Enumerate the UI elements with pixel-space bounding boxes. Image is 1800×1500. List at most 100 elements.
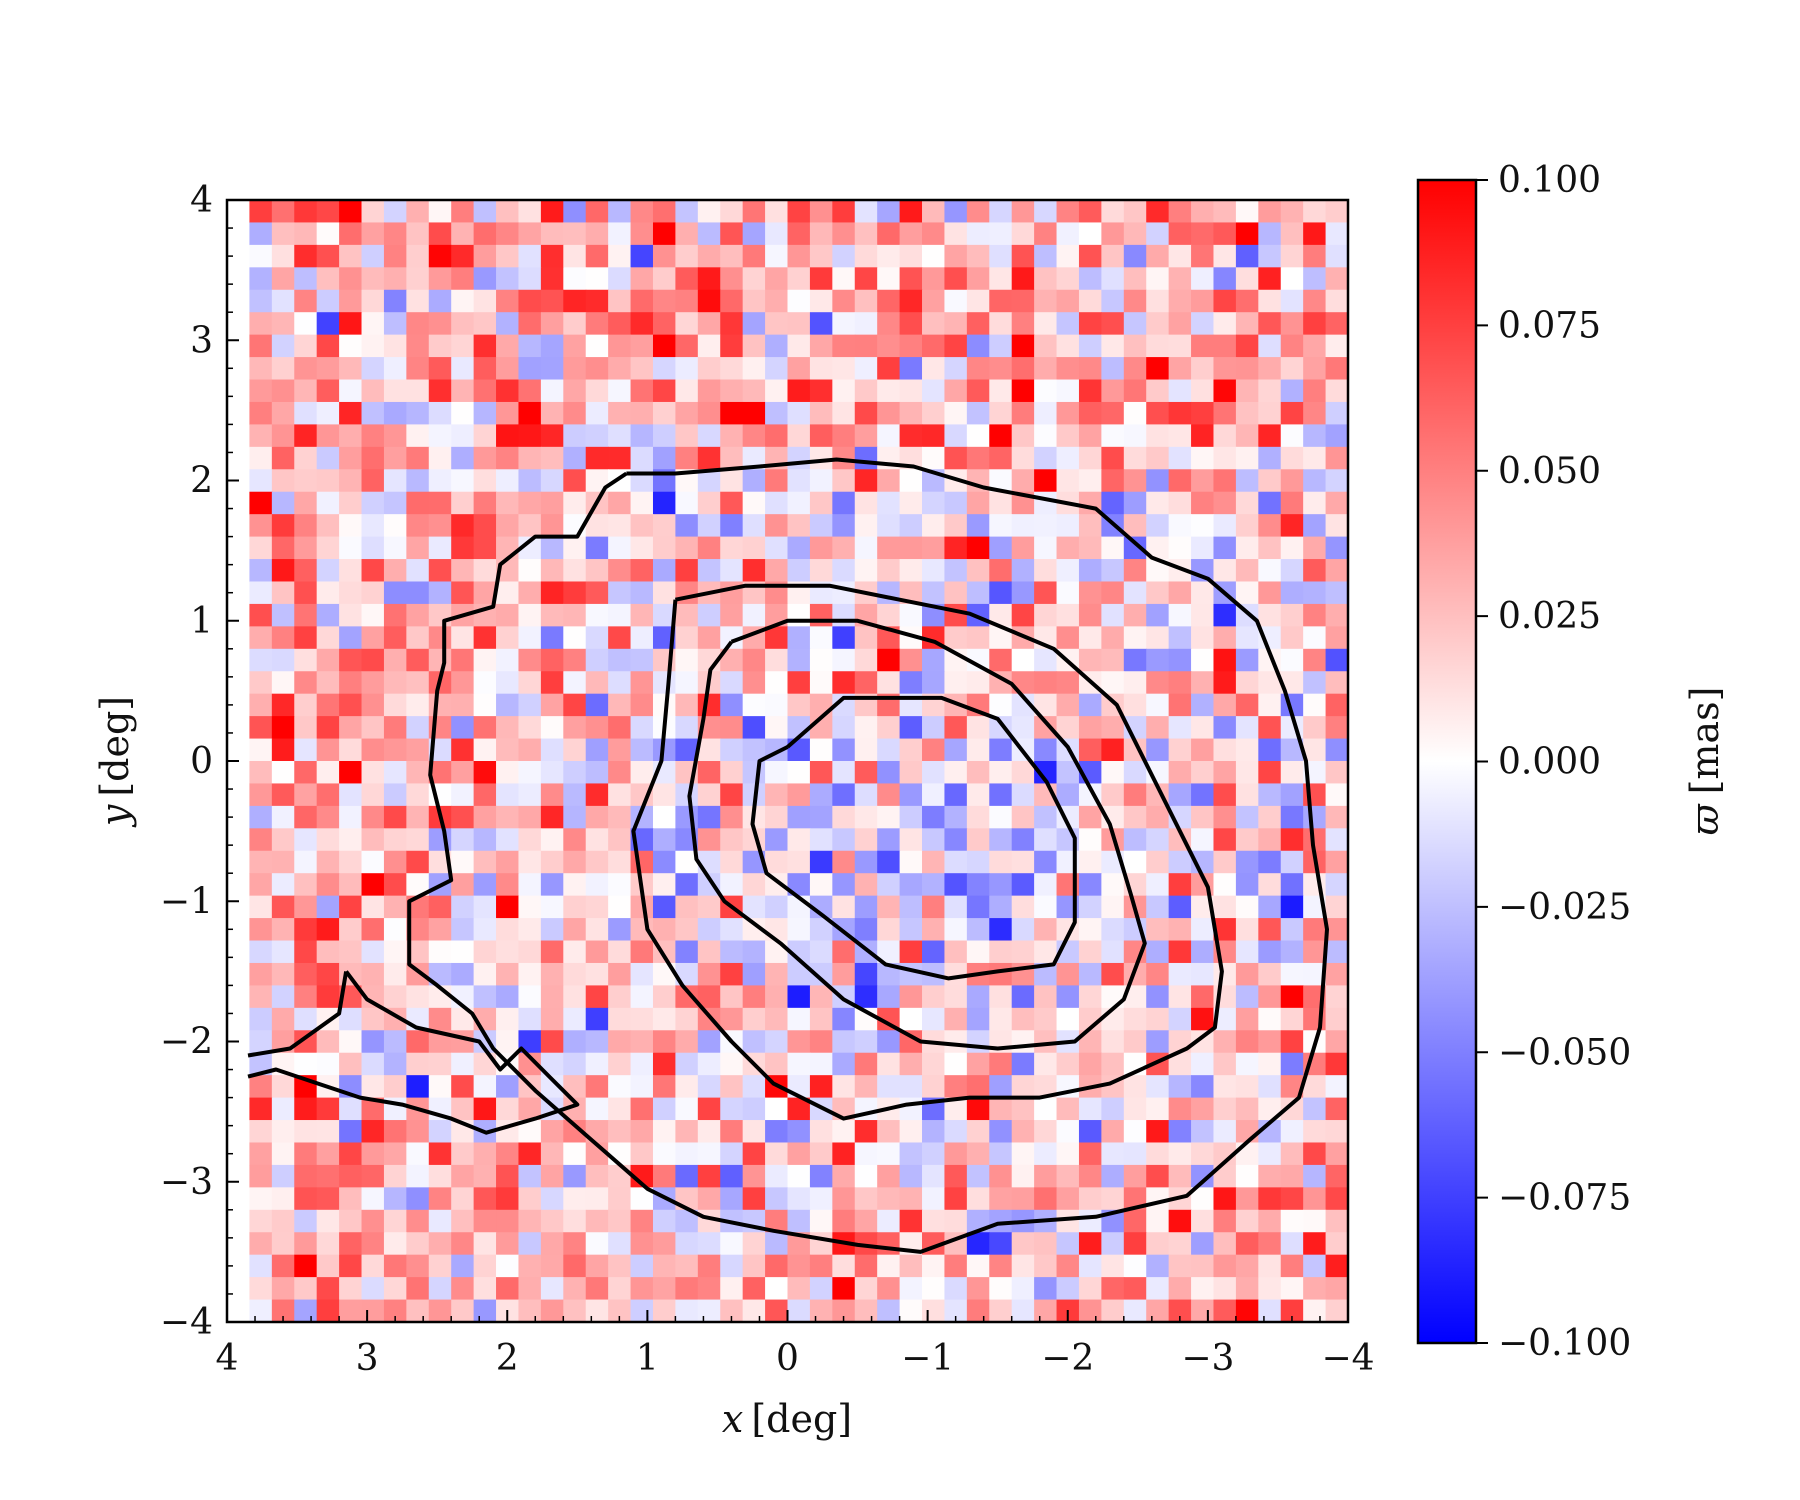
heatmap-cell	[339, 536, 363, 560]
heatmap-cell	[675, 1030, 699, 1054]
heatmap-cell	[697, 1052, 721, 1076]
heatmap-cell	[271, 671, 295, 695]
heatmap-cell	[496, 783, 520, 807]
heatmap-cell	[1303, 1299, 1327, 1322]
heatmap-cell	[787, 379, 811, 403]
heatmap-cell	[989, 985, 1013, 1009]
heatmap-cell	[1168, 357, 1192, 381]
heatmap-cell	[809, 761, 833, 785]
heatmap-cell	[1235, 1209, 1259, 1233]
heatmap-cell	[989, 514, 1013, 538]
heatmap-cell	[1034, 244, 1058, 268]
heatmap-cell	[765, 1164, 789, 1188]
heatmap-cell	[339, 828, 363, 852]
heatmap-cell	[1146, 828, 1170, 852]
heatmap-cell	[383, 1232, 407, 1256]
heatmap-cell	[1325, 1007, 1348, 1031]
heatmap-cell	[1191, 1254, 1215, 1278]
heatmap-cell	[1056, 693, 1080, 717]
heatmap-cell	[944, 1209, 968, 1233]
heatmap-cell	[249, 1120, 273, 1144]
heatmap-cell	[899, 424, 923, 448]
heatmap-cell	[1235, 1277, 1259, 1301]
heatmap-cell	[1011, 289, 1035, 313]
heatmap-cell	[249, 962, 273, 986]
heatmap-cell	[428, 514, 452, 538]
heatmap-cell	[563, 379, 587, 403]
heatmap-cell	[294, 244, 318, 268]
heatmap-cell	[877, 379, 901, 403]
heatmap-cell	[1123, 469, 1147, 493]
heatmap-cell	[294, 289, 318, 313]
heatmap-cell	[899, 985, 923, 1009]
heatmap-cell	[1213, 1164, 1237, 1188]
heatmap-cell	[1011, 581, 1035, 605]
heatmap-cell	[1191, 603, 1215, 627]
heatmap-cell	[1078, 289, 1102, 313]
heatmap-cell	[832, 222, 856, 246]
y-axis-title: y[deg]	[93, 696, 137, 828]
heatmap-cell	[1348, 402, 1371, 425]
heatmap-cell	[765, 559, 789, 583]
heatmap-cell	[765, 1030, 789, 1054]
heatmap-cell	[854, 357, 878, 381]
heatmap-cell	[652, 850, 676, 874]
heatmap-cell	[316, 716, 340, 740]
heatmap-cell	[720, 514, 744, 538]
heatmap-cell	[854, 873, 878, 897]
heatmap-cell	[1034, 1187, 1058, 1211]
heatmap-cell	[339, 716, 363, 740]
heatmap-cell	[608, 603, 632, 627]
heatmap-cell	[652, 289, 676, 313]
heatmap-cell	[608, 267, 632, 291]
heatmap-cell	[1123, 514, 1147, 538]
heatmap-cell	[652, 805, 676, 829]
heatmap-cell	[1123, 1007, 1147, 1031]
heatmap-cell	[1235, 850, 1259, 874]
heatmap-cell	[496, 716, 520, 740]
heatmap-cell	[1348, 357, 1371, 380]
heatmap-cell	[989, 850, 1013, 874]
heatmap-cell	[1034, 1299, 1058, 1322]
heatmap-cell	[1325, 1030, 1348, 1054]
heatmap-cell	[1034, 985, 1058, 1009]
heatmap-cell	[899, 648, 923, 672]
heatmap-cell	[922, 401, 946, 425]
heatmap-cell	[1191, 1030, 1215, 1054]
heatmap-cell	[1213, 648, 1237, 672]
heatmap-cell	[630, 693, 654, 717]
heatmap-cell	[339, 985, 363, 1009]
heatmap-cell	[271, 761, 295, 785]
heatmap-cell	[518, 1187, 542, 1211]
heatmap-cell	[294, 1187, 318, 1211]
heatmap-cell	[361, 267, 385, 291]
heatmap-cell	[1123, 200, 1147, 224]
heatmap-cell	[1123, 424, 1147, 448]
heatmap-cell	[966, 1142, 990, 1166]
heatmap-cell	[1078, 940, 1102, 964]
heatmap-cell	[787, 805, 811, 829]
heatmap-cell	[944, 1097, 968, 1121]
heatmap-cell	[608, 1277, 632, 1301]
heatmap-cell	[316, 648, 340, 672]
heatmap-cell	[742, 469, 766, 493]
heatmap-cell	[1011, 334, 1035, 358]
heatmap-cell	[428, 1007, 452, 1031]
heatmap-cell	[765, 783, 789, 807]
heatmap-cell	[765, 805, 789, 829]
heatmap-cell	[1280, 1142, 1304, 1166]
heatmap-cell	[1213, 514, 1237, 538]
heatmap-cell	[787, 491, 811, 515]
heatmap-cell	[697, 200, 721, 224]
heatmap-cell	[899, 289, 923, 313]
heatmap-cell	[922, 536, 946, 560]
contour-line	[247, 971, 349, 1058]
heatmap-cell	[1101, 1164, 1125, 1188]
heatmap-cell	[1235, 469, 1259, 493]
heatmap-cell	[675, 514, 699, 538]
heatmap-cell	[922, 828, 946, 852]
heatmap-cell	[1235, 267, 1259, 291]
heatmap-cell	[1213, 289, 1237, 313]
heatmap-cell	[765, 514, 789, 538]
heatmap-cell	[1078, 1187, 1102, 1211]
